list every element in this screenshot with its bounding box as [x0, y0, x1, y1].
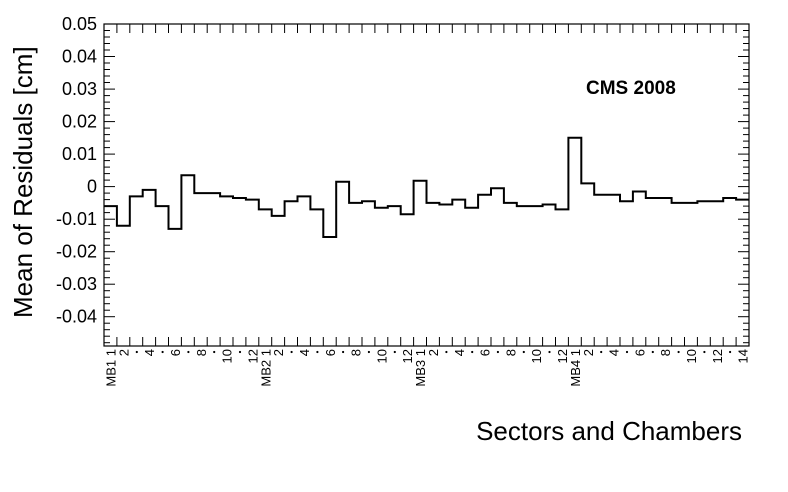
x-bin-label: 6: [168, 349, 183, 356]
x-bin-label: 2: [271, 349, 286, 356]
x-bin-dot: [651, 350, 654, 354]
x-bin-label: 2: [581, 349, 596, 356]
x-bin-dot: [393, 350, 396, 354]
x-bin-label: 4: [607, 349, 622, 356]
y-tick-label: -0.04: [56, 307, 97, 327]
x-bin-dot: [213, 350, 216, 354]
x-bin-dot: [342, 350, 345, 354]
x-bin-dot: [677, 350, 680, 354]
x-bin-dot: [703, 350, 706, 354]
x-bin-dot: [238, 350, 242, 354]
x-bin-dot: [548, 350, 551, 354]
x-bin-label: 10: [374, 349, 389, 363]
y-tick-label: -0.03: [56, 274, 97, 294]
x-bin-label: 12: [710, 349, 725, 363]
x-bin-dot: [445, 350, 448, 354]
x-bin-label: MB3 1: [413, 349, 428, 387]
y-tick-label: 0.04: [62, 47, 97, 67]
x-bin-label: 14: [736, 349, 751, 363]
x-bin-label: 10: [529, 349, 544, 363]
x-bin-label: 8: [349, 349, 364, 356]
x-bin-label: 6: [632, 349, 647, 356]
x-bin-label: 4: [142, 349, 157, 356]
x-bin-label: 10: [684, 349, 699, 363]
x-bin-dot: [729, 350, 732, 354]
x-bin-dot: [625, 350, 629, 354]
residuals-step-line: [104, 136, 749, 238]
x-bin-label: 12: [555, 349, 570, 363]
x-bin-label: 12: [400, 349, 415, 363]
x-bin-label: MB2 1: [258, 349, 273, 387]
y-tick-label: 0.05: [62, 14, 97, 34]
x-bin-label: 6: [478, 349, 493, 356]
x-bin-dot: [367, 350, 370, 354]
y-axis-ticks: [104, 23, 749, 344]
x-bin-label: 2: [116, 349, 131, 356]
x-bin-label: 6: [323, 349, 338, 356]
x-bin-label: 8: [658, 349, 673, 356]
x-bin-dot: [471, 350, 474, 354]
y-axis-tick-labels: 0.05 0.04 0.03 0.02 0.01 0 -0.01 -0.02 -0.03 -0.0…: [56, 14, 97, 327]
cms-annotation: CMS 2008: [586, 78, 676, 99]
x-bin-dot: [290, 350, 293, 354]
x-bin-dot: [496, 350, 499, 354]
x-bin-label: MB4 1: [568, 349, 583, 387]
y-tick-label: 0.03: [62, 79, 97, 99]
y-tick-label: 0.01: [62, 144, 97, 164]
x-bin-dot: [600, 350, 603, 354]
x-bin-label: MB1 1: [104, 349, 119, 387]
y-tick-label: 0.02: [62, 112, 97, 132]
x-bin-dot: [161, 350, 164, 354]
y-tick-label: 0: [87, 177, 97, 197]
x-bin-dot: [135, 350, 138, 354]
x-axis-label: Sectors and Chambers: [476, 416, 742, 446]
x-bin-dot: [187, 350, 190, 354]
x-bin-label: 10: [220, 349, 235, 363]
y-axis-label: Mean of Residuals [cm]: [8, 46, 38, 318]
x-bin-label: 8: [503, 349, 518, 356]
x-bin-label: 8: [194, 349, 209, 356]
x-bin-label: 4: [452, 349, 467, 356]
x-bin-dot: [522, 350, 525, 354]
x-bin-label: 12: [245, 349, 260, 363]
x-axis-ticks: [116, 24, 737, 346]
y-tick-label: -0.01: [56, 209, 97, 229]
x-bin-label: 2: [426, 349, 441, 356]
x-bin-dot: [316, 350, 319, 354]
x-bin-label: 4: [297, 349, 312, 356]
y-tick-label: -0.02: [56, 242, 97, 262]
